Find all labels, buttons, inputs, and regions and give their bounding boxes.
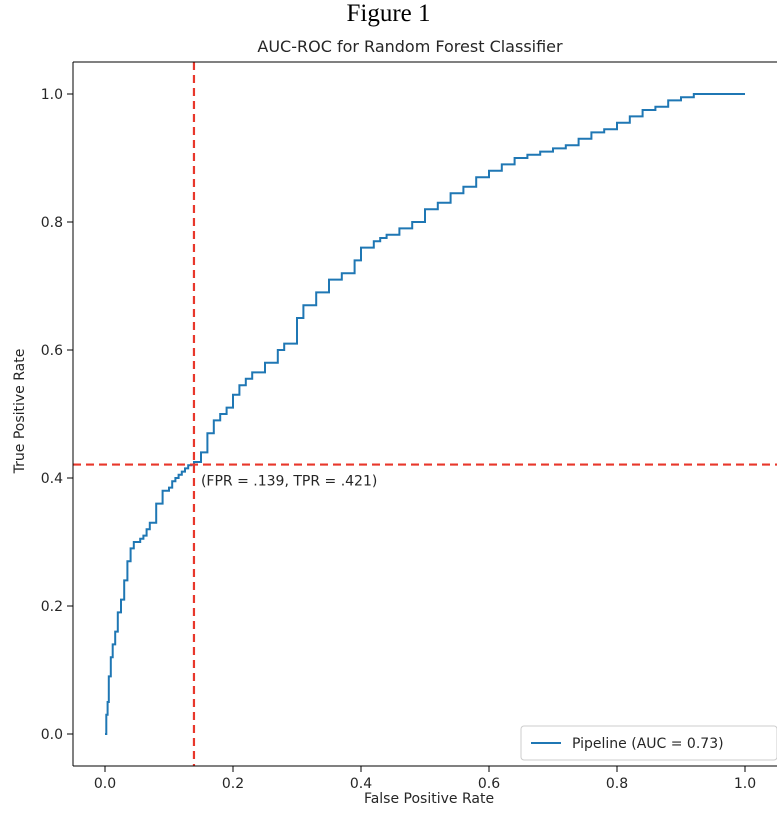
y-tick-label: 0.2 — [41, 599, 63, 615]
y-axis-label: True Positive Rate — [12, 349, 28, 475]
legend-box — [520, 725, 777, 761]
y-tick-label: 0.8 — [41, 215, 63, 231]
x-tick-label: 0.4 — [350, 776, 372, 792]
roc-curve-series-0 — [105, 93, 745, 735]
x-tick-label: 0.8 — [606, 776, 628, 792]
legend-label: Pipeline (AUC = 0.73) — [572, 736, 724, 752]
y-tick-label: 0.4 — [41, 471, 63, 487]
y-tick-label: 0.6 — [41, 343, 63, 359]
x-tick-label: 0.0 — [94, 776, 116, 792]
axes: 0.0 0.2 0.4 0.6 0.8 1.0 0.0 0.2 0.4 0.6 0.8 1.0 — [41, 61, 777, 792]
x-axis-label: False Positive Rate — [364, 791, 494, 807]
chart-title: AUC-ROC for Random Forest Classifier — [257, 37, 563, 56]
threshold-annotation: (FPR = .139, TPR = .421) — [201, 474, 377, 490]
plot-area: (FPR = .139, TPR = .421) — [73, 62, 777, 766]
legend: Pipeline (AUC = 0.73) — [520, 725, 777, 761]
y-tick-label: 0.0 — [41, 727, 63, 743]
x-tick-label: 0.6 — [478, 776, 500, 792]
x-tick-label: 0.2 — [222, 776, 244, 792]
figure-caption: Figure 1 — [346, 0, 431, 27]
x-tick-label: 1.0 — [734, 776, 756, 792]
y-tick-label: 1.0 — [41, 87, 63, 103]
